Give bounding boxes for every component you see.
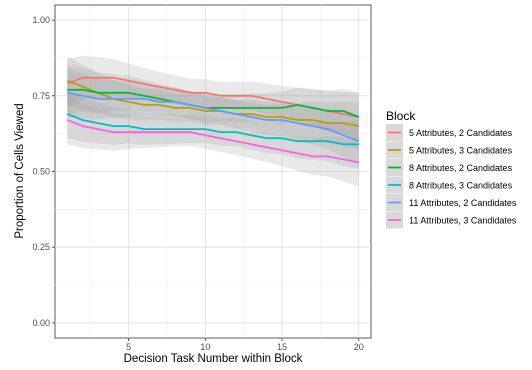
grid — [55, 5, 371, 338]
legend-label: 8 Attributes, 2 Candidates — [409, 163, 513, 173]
legend-item: 11 Attributes, 2 Candidates — [386, 194, 517, 211]
legend-label: 11 Attributes, 3 Candidates — [409, 216, 517, 226]
x-tick-label: 5 — [126, 342, 131, 352]
confidence-ribbons — [67, 55, 359, 187]
legend: Block 5 Attributes, 2 Candidates 5 Attrib… — [386, 109, 517, 229]
y-tick-label: 0.50 — [32, 167, 50, 177]
ribbon — [67, 68, 359, 166]
ribbon — [67, 55, 359, 142]
y-axis-title: Proportion of Cells Viewed — [14, 103, 26, 238]
series-line — [66, 119, 359, 164]
legend-title: Block — [386, 109, 416, 123]
legend-label: 5 Attributes, 3 Candidates — [409, 146, 513, 156]
ribbon — [67, 65, 359, 142]
legend-item: 11 Attributes, 3 Candidates — [386, 211, 517, 229]
y-tick-label: 1.00 — [32, 15, 50, 25]
legend-item: 8 Attributes, 2 Candidates — [386, 159, 513, 176]
ribbon — [67, 56, 359, 151]
y-axis: 0.00 0.25 0.50 0.75 1.00 — [32, 15, 55, 328]
y-tick-label: 0.25 — [32, 242, 50, 252]
series-line — [67, 91, 360, 143]
series-lines — [66, 76, 360, 164]
series-line — [66, 113, 359, 146]
legend-label: 11 Attributes, 2 Candidates — [409, 198, 517, 208]
legend-item: 5 Attributes, 3 Candidates — [386, 141, 513, 159]
x-tick-label: 15 — [277, 342, 287, 352]
legend-item: 5 Attributes, 2 Candidates — [386, 124, 513, 141]
x-tick-label: 20 — [354, 342, 364, 352]
series-line — [67, 88, 360, 118]
ribbon — [67, 89, 359, 169]
x-tick-label: 10 — [200, 342, 210, 352]
ribbon — [67, 95, 359, 187]
y-tick-label: 0.00 — [32, 318, 50, 328]
legend-label: 8 Attributes, 3 Candidates — [409, 181, 513, 191]
x-axis-title: Decision Task Number within Block — [124, 353, 303, 365]
y-tick-label: 0.75 — [32, 91, 50, 101]
x-axis: 5 10 15 20 — [126, 338, 364, 352]
legend-label: 5 Attributes, 2 Candidates — [409, 128, 513, 138]
legend-item: 8 Attributes, 3 Candidates — [386, 176, 513, 194]
